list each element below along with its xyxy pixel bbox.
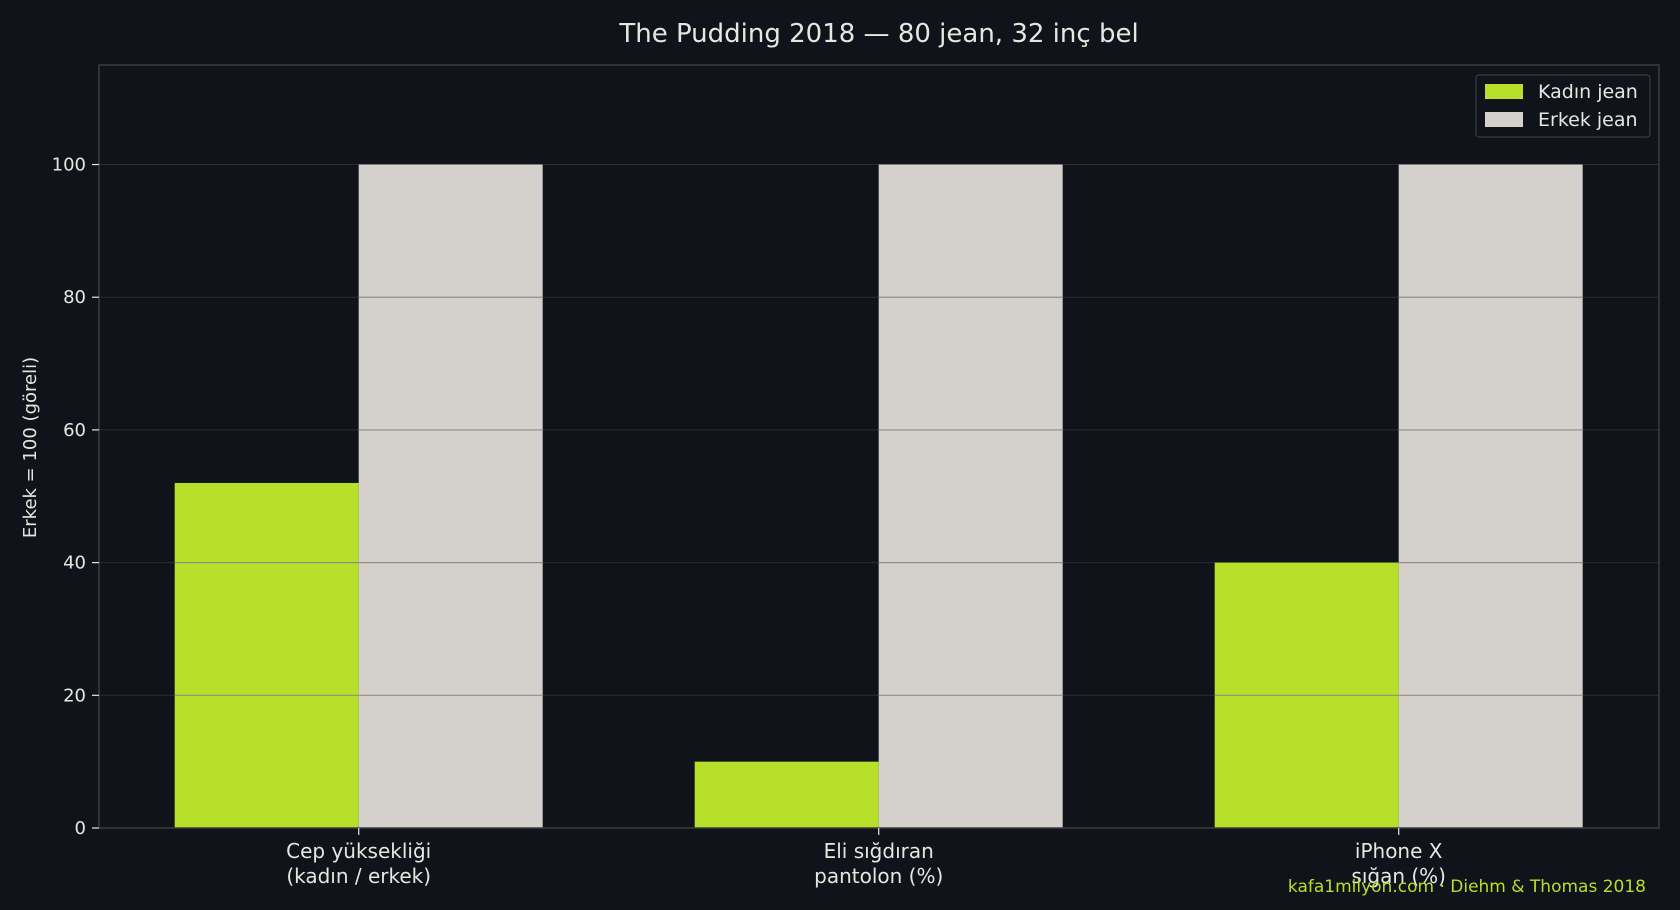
y-tick-label: 60 (63, 420, 86, 441)
credit-text: kafa1milyon.com · Diehm & Thomas 2018 (1288, 877, 1646, 897)
legend-swatch (1485, 84, 1523, 99)
bar-women-1 (174, 482, 359, 828)
bar-grid-overlay (174, 296, 1583, 696)
y-tick-label: 100 (52, 155, 86, 176)
chart-title: The Pudding 2018 — 80 jean, 32 inç bel (618, 19, 1138, 49)
x-category-labels: Cep yüksekliği (kadın / erkek) Eli sığdıra… (286, 828, 1446, 888)
x-category-label: Cep yüksekliği (kadın / erkek) (286, 839, 431, 888)
y-tick-label: 0 (75, 818, 86, 839)
y-axis-label: Erkek = 100 (göreli) (20, 357, 41, 538)
y-tick-label: 40 (63, 553, 86, 574)
y-ticks: 0 20 40 60 80 100 (52, 155, 99, 839)
bar-men-1 (358, 164, 543, 829)
bars-layer (174, 164, 1583, 829)
legend: Kadın jean Erkek jean (1475, 74, 1651, 138)
bar-men-3 (1398, 164, 1583, 829)
y-tick-label: 20 (63, 685, 86, 706)
legend-label: Erkek jean (1538, 109, 1638, 131)
bar-men-2 (878, 164, 1063, 829)
y-tick-label: 80 (63, 287, 86, 308)
legend-label: Kadın jean (1538, 81, 1638, 103)
bar-women-2 (694, 761, 879, 828)
legend-swatch (1485, 112, 1523, 127)
x-category-label: Eli sığdıran pantolon (%) (814, 839, 943, 888)
